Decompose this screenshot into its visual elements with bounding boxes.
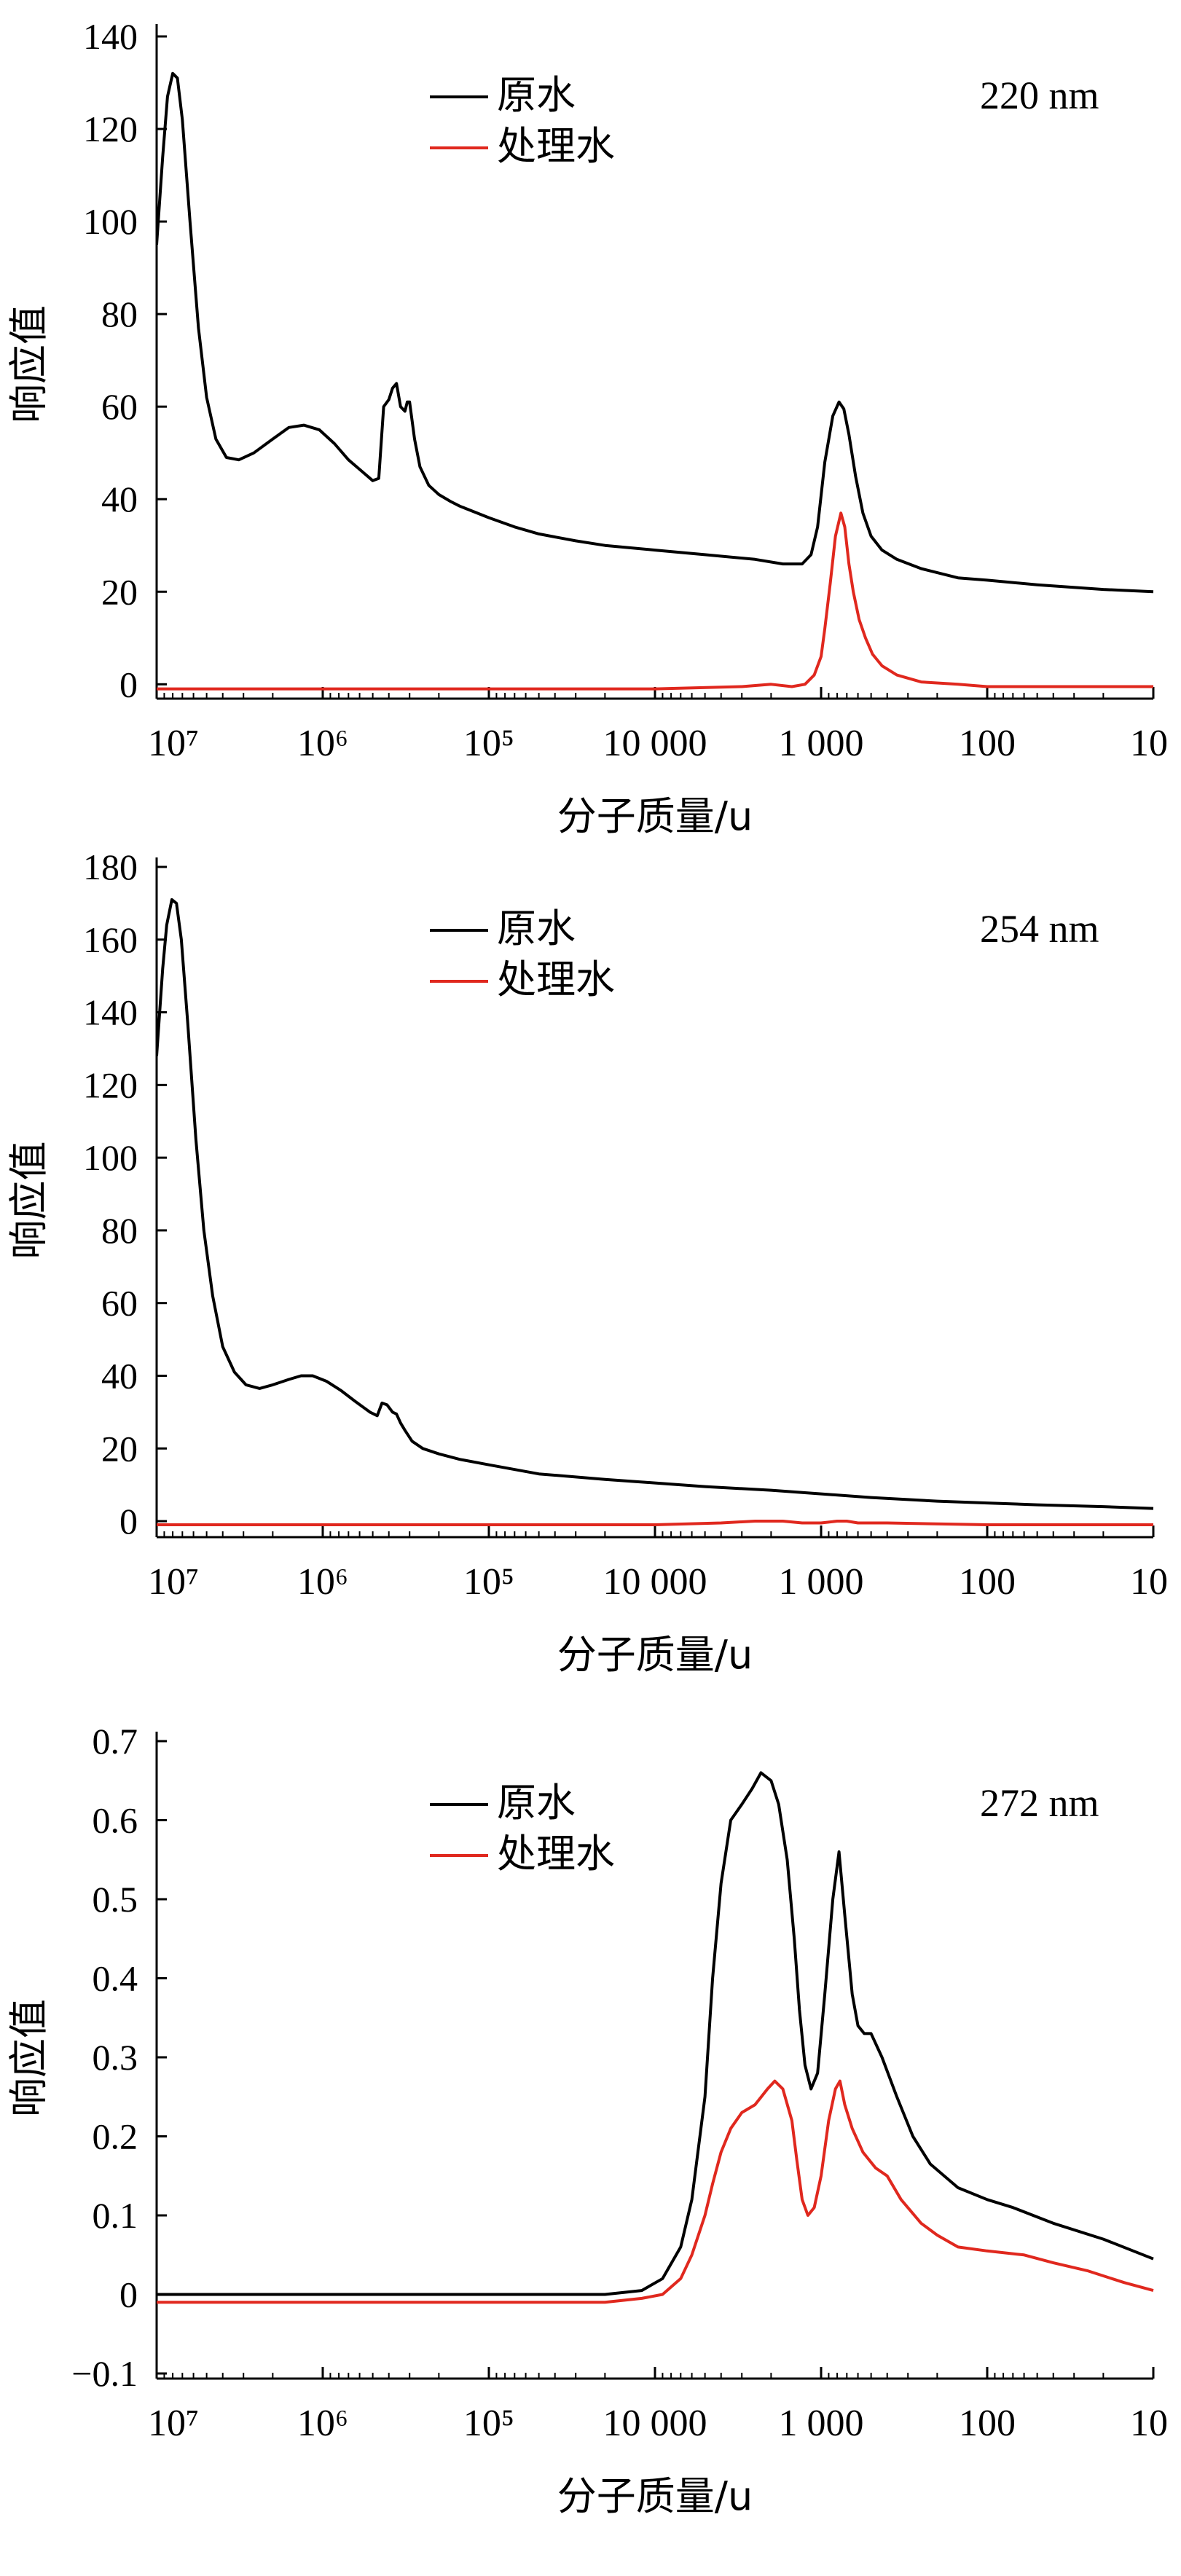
y-tick-label: 140 (83, 16, 138, 57)
y-tick-label: 60 (101, 386, 138, 427)
legend-label: 处理水 (497, 957, 615, 1002)
y-tick-label: 40 (101, 479, 138, 519)
y-tick-label: 0 (119, 664, 138, 704)
y-tick-label: 0.6 (93, 1800, 138, 1841)
wavelength-label: 272 nm (980, 1781, 1099, 1825)
legend-label: 处理水 (497, 123, 615, 169)
x-tick-label: 10⁵ (463, 2403, 514, 2444)
x-tick-label: 10⁵ (463, 1561, 514, 1603)
y-tick-label: 80 (101, 294, 138, 334)
x-tick-label: 100 (959, 1561, 1016, 1603)
y-tick-label: 0 (119, 1501, 138, 1542)
series-line-0 (157, 1771, 1154, 2296)
x-tick-label: 10 (1130, 723, 1168, 764)
y-tick-label: 0.3 (93, 2037, 138, 2078)
x-tick-label: 10⁶ (297, 2403, 348, 2444)
wavelength-label: 220 nm (980, 74, 1099, 117)
series-line-0 (157, 71, 1154, 594)
y-axis-title: 响应值 (6, 1999, 52, 2117)
y-tick-label: 60 (101, 1283, 138, 1324)
y-tick-label: 80 (101, 1210, 138, 1251)
y-tick-label: 120 (83, 109, 138, 149)
y-tick-label: 20 (101, 571, 138, 612)
x-axis-title: 分子质量/u (557, 1632, 753, 1678)
legend-label: 原水 (497, 72, 576, 118)
legend-label: 原水 (497, 1780, 576, 1826)
y-tick-label: 0.7 (93, 1721, 138, 1762)
x-tick-label: 10⁷ (148, 2403, 199, 2444)
series-line-0 (157, 898, 1154, 1510)
y-tick-label: 0.5 (93, 1879, 138, 1920)
x-tick-label: 100 (959, 2403, 1016, 2444)
x-tick-label: 10 (1130, 2403, 1168, 2444)
x-tick-label: 1 000 (779, 1561, 864, 1603)
y-tick-label: 160 (83, 919, 138, 960)
y-tick-label: 180 (83, 847, 138, 887)
x-tick-label: 10⁷ (148, 723, 199, 764)
y-tick-label: 0.4 (93, 1958, 138, 1999)
x-tick-label: 1 000 (779, 2403, 864, 2444)
y-axis-title: 响应值 (6, 1142, 52, 1260)
y-tick-label: 0 (119, 2274, 138, 2315)
wavelength-label: 254 nm (980, 907, 1099, 951)
legend-label: 原水 (497, 906, 576, 951)
x-tick-label: 10 (1130, 1561, 1168, 1603)
x-tick-label: 10⁶ (297, 1561, 348, 1603)
x-tick-label: 10⁷ (148, 1561, 199, 1603)
y-tick-label: 120 (83, 1064, 138, 1105)
y-axis-title: 响应值 (6, 305, 52, 423)
y-tick-label: 20 (101, 1428, 138, 1469)
series-line-1 (157, 511, 1153, 691)
y-tick-label: 140 (83, 992, 138, 1033)
y-tick-label: −0.1 (71, 2353, 138, 2394)
chart-panel-0: 0 20 40 60 80 100 120 140 10⁷ 10⁶ 10⁵ 10 000 1 000 10… (6, 16, 1168, 839)
series-line-1 (157, 1520, 1153, 1526)
x-tick-label: 100 (959, 723, 1016, 764)
x-axis-title: 分子质量/u (557, 793, 753, 839)
chart-panel-1: 0 20 40 60 80 100 120 140 160 180 10⁷ 10⁶ 10⁵ 10 000 1… (6, 847, 1168, 1678)
x-tick-label: 10⁵ (463, 723, 514, 764)
chart-panel-2: −0.1 0 0.1 0.2 0.3 0.4 0.5 0.6 0.7 10⁷ 10⁶ 10⁵ 10 00… (6, 1721, 1168, 2519)
y-tick-label: 0.2 (93, 2116, 138, 2157)
x-axis-title: 分子质量/u (557, 2473, 753, 2519)
y-tick-label: 0.1 (93, 2195, 138, 2236)
x-tick-label: 10⁶ (297, 723, 348, 764)
y-tick-label: 100 (83, 1137, 138, 1178)
x-tick-label: 1 000 (779, 723, 864, 764)
series-line-1 (157, 2079, 1154, 2304)
y-tick-label: 40 (101, 1355, 138, 1396)
y-tick-label: 100 (83, 201, 138, 242)
legend-label: 处理水 (497, 1831, 615, 1877)
x-tick-label: 10 000 (603, 723, 707, 764)
x-tick-label: 10 000 (603, 2403, 707, 2444)
x-tick-label: 10 000 (603, 1561, 707, 1603)
